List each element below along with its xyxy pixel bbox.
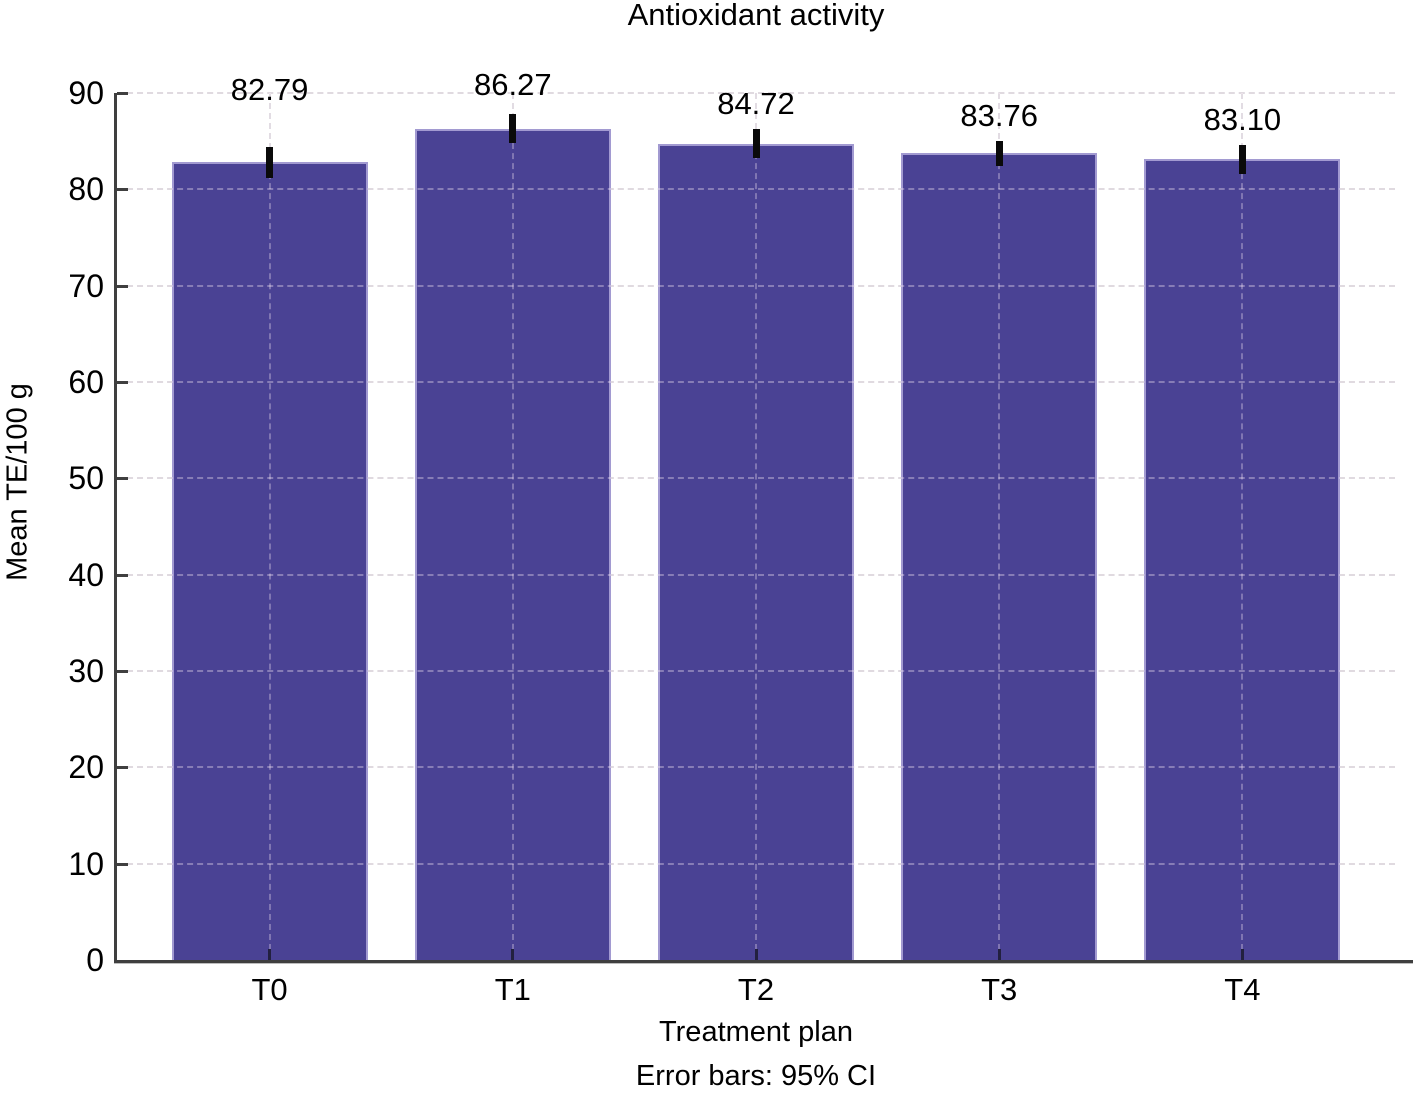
y-tick-label: 40 (68, 556, 104, 593)
y-axis-tick (117, 188, 128, 192)
y-axis-tick (117, 862, 128, 866)
y-tick-label: 20 (68, 749, 104, 786)
y-tick-label: 10 (68, 845, 104, 882)
gridline-vertical-overlay (998, 93, 1001, 960)
bar-value-label: 83.76 (960, 97, 1038, 133)
y-tick-label: 70 (68, 267, 104, 304)
bar (658, 143, 854, 960)
x-tick-label: T3 (981, 972, 1018, 1007)
bar (1144, 159, 1341, 960)
bar (901, 153, 1098, 960)
y-tick-label: 80 (68, 171, 104, 208)
x-axis-tick (511, 949, 515, 960)
x-tick-label: T1 (494, 972, 531, 1007)
y-tick-label: 30 (68, 653, 104, 689)
plot-area: 0 10 20 30 40 50 60 70 80 90 82.79 T0 86.27 T1 84.72 T2… (68, 68, 1395, 1007)
y-tick-label: 0 (86, 942, 104, 978)
chart-title: Antioxidant activity (627, 0, 885, 32)
bar (414, 128, 611, 960)
gridline-vertical-overlay (755, 93, 757, 960)
gridline-vertical-overlay (1241, 93, 1244, 960)
gridline-horizontal-overlay (117, 188, 1395, 191)
error-bar (752, 129, 760, 159)
y-axis-tick (117, 573, 128, 577)
x-axis-title: Treatment plan (659, 1016, 853, 1048)
gridline-horizontal-overlay (117, 381, 1395, 383)
gridline-horizontal-overlay (117, 284, 1395, 287)
y-tick-label: 90 (68, 75, 104, 111)
x-tick-label: T2 (737, 972, 775, 1007)
x-axis-tick (1240, 949, 1244, 960)
gridline-horizontal-overlay (117, 92, 1395, 94)
gridline-vertical-overlay (268, 93, 271, 960)
gridline-horizontal-overlay (117, 766, 1395, 769)
bar-value-label: 82.79 (230, 72, 309, 108)
bar-value-label: 83.10 (1203, 102, 1282, 138)
x-tick-label: T4 (1224, 972, 1261, 1007)
y-tick-label: 50 (68, 460, 104, 497)
x-axis-line (114, 960, 1413, 964)
x-axis-tick (997, 949, 1001, 960)
y-axis-tick (117, 381, 128, 384)
y-axis-tick (117, 766, 128, 770)
y-axis-line (114, 93, 117, 963)
gridline-horizontal-overlay (117, 862, 1395, 865)
error-bar (509, 114, 517, 144)
y-axis-tick (117, 284, 128, 288)
y-axis-tick (117, 670, 128, 673)
gridline-horizontal-overlay (117, 477, 1395, 480)
bar-value-label: 84.72 (717, 86, 795, 122)
bar-value-label: 86.27 (474, 67, 552, 103)
gridline-horizontal-overlay (117, 573, 1395, 576)
gridline-horizontal-overlay (117, 670, 1395, 672)
error-bar (266, 147, 274, 178)
gridline-vertical-overlay (511, 93, 514, 960)
error-bar (995, 140, 1003, 166)
x-axis-tick (754, 949, 758, 960)
y-axis-tick (117, 92, 128, 95)
y-tick-label: 60 (68, 364, 104, 400)
x-tick-label: T0 (251, 972, 288, 1007)
bar (171, 162, 368, 960)
x-axis-tick (268, 949, 272, 960)
error-bar-caption: Error bars: 95% CI (635, 1060, 877, 1092)
error-bar (1238, 145, 1246, 174)
y-axis-tick (117, 477, 128, 481)
